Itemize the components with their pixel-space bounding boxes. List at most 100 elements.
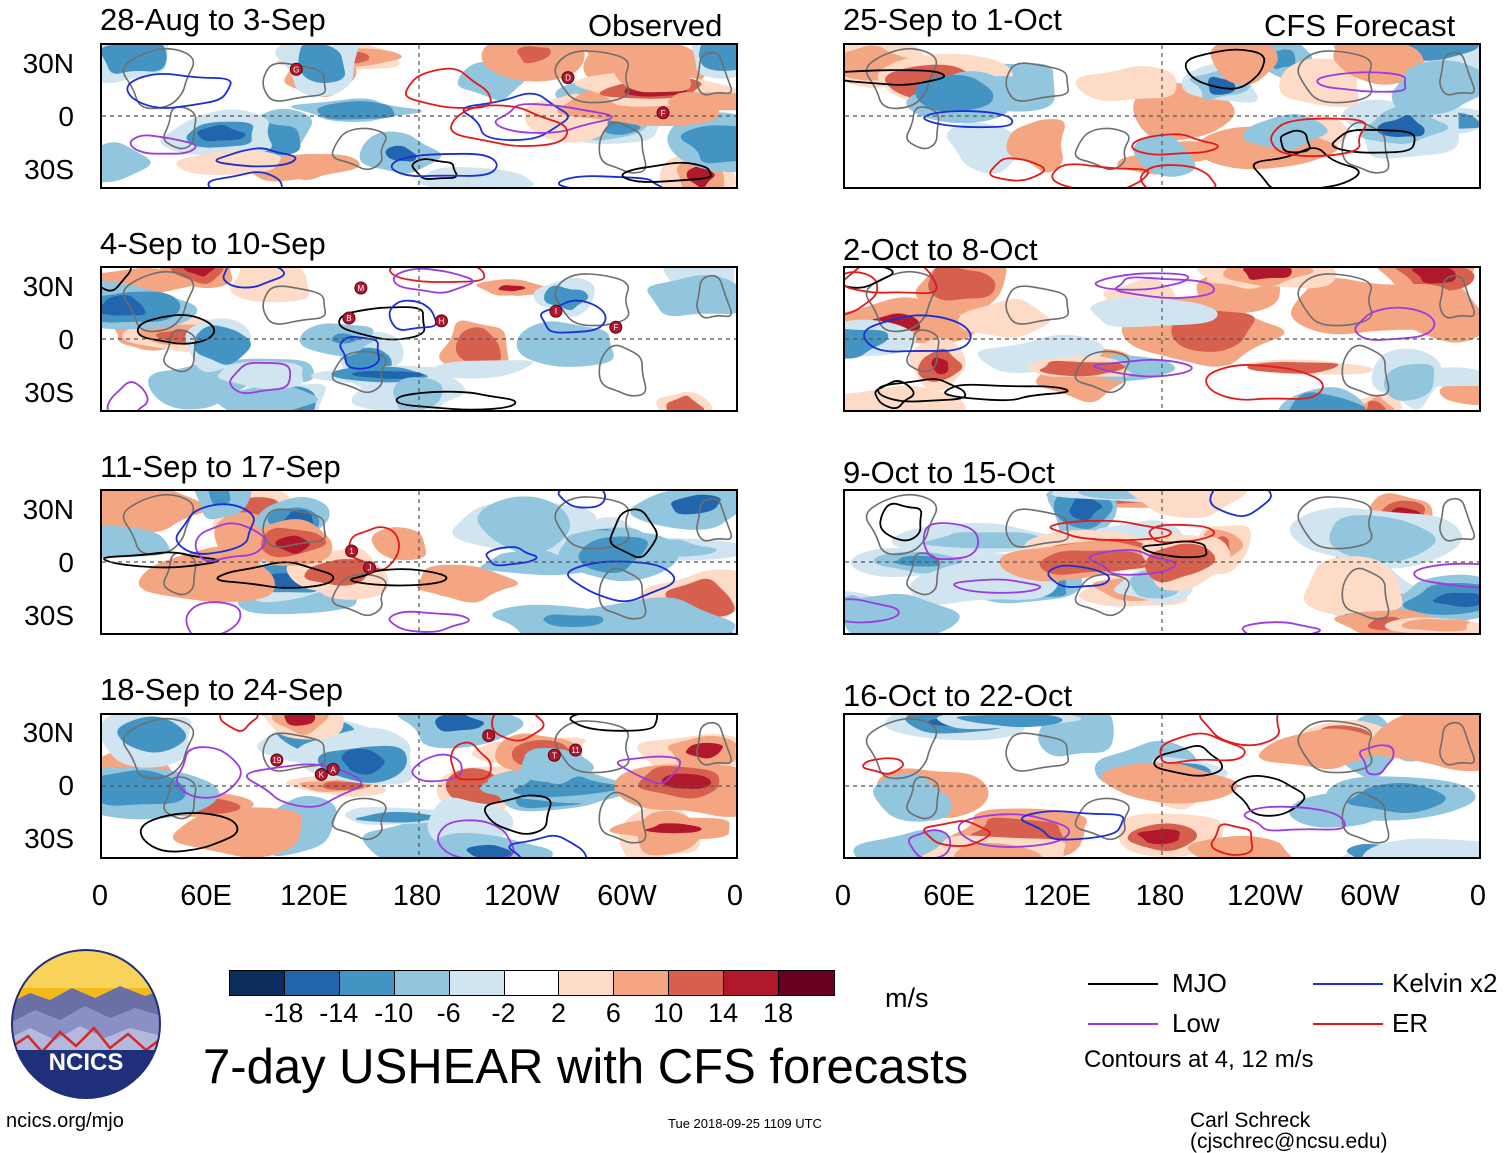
coastline xyxy=(1074,350,1130,394)
wave-contour xyxy=(494,103,613,134)
wave-contour xyxy=(1270,117,1367,157)
coastline xyxy=(906,106,940,150)
wave-contour xyxy=(1243,805,1346,832)
storm-label: G xyxy=(293,65,299,74)
lat-label: 30S xyxy=(24,823,74,854)
lon-label: 120W xyxy=(1227,880,1303,912)
westerly-shear-region xyxy=(928,268,996,301)
shear-map: D G F xyxy=(102,45,736,187)
wave-contour xyxy=(845,598,900,624)
coastline xyxy=(1341,344,1390,397)
shear-map xyxy=(845,268,1479,410)
westerly-shear-region xyxy=(1247,361,1339,374)
colorbar-swatch xyxy=(669,971,725,995)
panel-title: 2-Oct to 8-Oct xyxy=(843,232,1038,267)
panel-title: 16-Oct to 22-Oct xyxy=(843,678,1073,713)
coastline xyxy=(1439,274,1476,319)
wave-contour xyxy=(1210,823,1254,856)
main-title: 7-day USHEAR with CFS forecasts xyxy=(203,1040,969,1094)
westerly-shear-region xyxy=(1401,618,1470,632)
wave-contour xyxy=(175,503,255,555)
easterly-shear-region xyxy=(355,811,437,823)
wave-contour xyxy=(953,578,1042,594)
wave-contour xyxy=(338,306,426,341)
coastline xyxy=(1005,285,1070,325)
wave-contour xyxy=(845,268,894,289)
easterly-shear-region xyxy=(341,748,385,775)
easterly-shear-region xyxy=(208,491,231,506)
westerly-shear-region xyxy=(661,773,711,789)
wave-contour xyxy=(1021,810,1125,841)
westerly-shear-region xyxy=(1439,382,1479,406)
coastline xyxy=(1341,791,1390,844)
legend-line-mjo xyxy=(1088,983,1158,985)
easterly-shear-region xyxy=(893,779,934,814)
panel-title: 9-Oct to 15-Oct xyxy=(843,455,1055,490)
westerly-shear-region xyxy=(954,842,1043,857)
wave-contour xyxy=(877,378,967,403)
coastline xyxy=(598,567,647,620)
easterly-shear-region xyxy=(915,74,994,112)
wave-contour xyxy=(957,813,1071,848)
legend-line-er xyxy=(1313,1023,1383,1025)
easterly-shear-region xyxy=(895,555,941,567)
coastline xyxy=(696,497,733,542)
forecast-label: CFS Forecast xyxy=(1264,8,1456,43)
wave-contour xyxy=(557,175,663,187)
westerly-shear-region xyxy=(958,298,1050,338)
easterly-shear-region xyxy=(1069,494,1103,521)
wave-contour xyxy=(229,361,292,395)
wave-contour xyxy=(1051,163,1150,187)
map-panel-forecast-3 xyxy=(843,489,1481,635)
wave-contour xyxy=(1049,519,1172,542)
coastline xyxy=(696,721,733,766)
coastline xyxy=(1005,62,1070,102)
colorbar-swatch xyxy=(504,971,560,995)
easterly-shear-region xyxy=(578,536,648,573)
map-panel-forecast-2 xyxy=(843,266,1481,412)
wave-contour xyxy=(1205,364,1324,401)
coastline xyxy=(1439,721,1476,766)
storm-marker: F xyxy=(609,320,623,334)
colorbar-tick-label: -14 xyxy=(319,998,359,1028)
observed-label: Observed xyxy=(588,8,723,43)
coastline xyxy=(865,493,938,556)
wave-contour xyxy=(404,67,492,109)
wave-contour xyxy=(609,508,658,559)
coastline xyxy=(906,329,940,373)
storm-marker: K xyxy=(314,767,328,781)
panel-title: 11-Sep to 17-Sep xyxy=(100,449,341,484)
easterly-shear-region xyxy=(351,370,424,379)
wave-contour xyxy=(923,820,991,847)
wave-contour xyxy=(106,381,149,410)
coastline xyxy=(163,776,197,820)
westerly-shear-region xyxy=(138,546,275,603)
wave-contour xyxy=(395,390,517,410)
wave-contour xyxy=(390,152,498,178)
westerly-shear-region xyxy=(183,268,215,277)
wave-contour xyxy=(411,753,463,783)
lon-label: 60W xyxy=(1340,880,1400,912)
wave-contour xyxy=(621,161,712,183)
easterly-shear-region xyxy=(1242,114,1328,150)
storm-label: T xyxy=(552,751,557,760)
easterly-shear-region xyxy=(435,715,484,732)
wave-contour xyxy=(222,268,285,289)
colorbar-tick-label: -10 xyxy=(374,998,414,1028)
westerly-shear-region xyxy=(1366,400,1386,410)
wave-contour xyxy=(339,335,380,370)
easterly-shear-region xyxy=(956,715,1063,728)
westerly-shear-region xyxy=(176,149,281,175)
panel-title: 25-Sep to 1-Oct xyxy=(843,2,1062,37)
storm-marker: 11 xyxy=(569,743,583,757)
colorbar-tick-label: -6 xyxy=(436,998,461,1028)
westerly-shear-region xyxy=(685,742,723,759)
colorbar-swatch xyxy=(339,971,395,995)
lon-label: 60W xyxy=(597,880,657,912)
easterly-shear-region xyxy=(1090,297,1218,328)
colorbar-tick-label: -2 xyxy=(491,998,516,1028)
wave-contour xyxy=(1131,133,1219,156)
coastline xyxy=(906,776,940,820)
wave-contour xyxy=(207,171,283,187)
